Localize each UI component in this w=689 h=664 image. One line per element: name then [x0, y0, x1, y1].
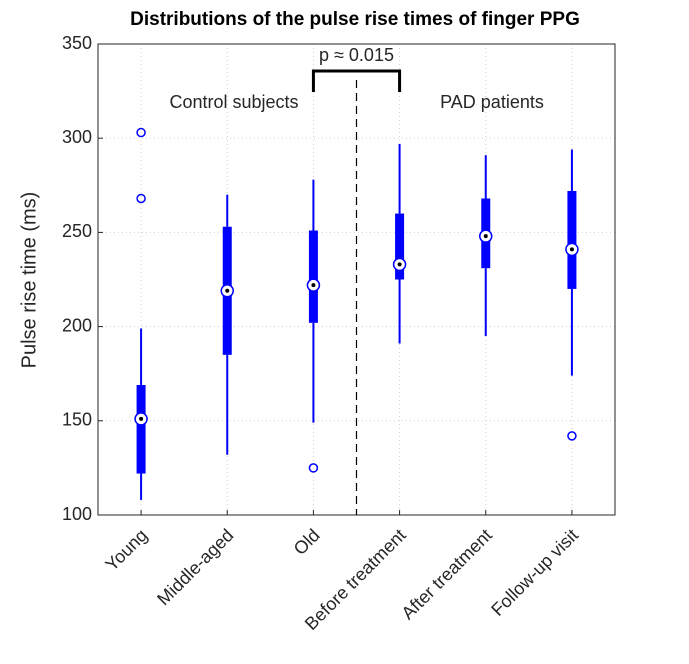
box [136, 385, 146, 474]
p-value: p ≈ 0.015 [319, 45, 394, 65]
y-tick-label: 350 [62, 33, 92, 53]
median-dot [225, 288, 230, 293]
y-tick-label: 100 [62, 504, 92, 524]
median-dot [311, 283, 316, 288]
group-label: PAD patients [440, 92, 544, 112]
outlier [136, 193, 146, 204]
significance-bracket [311, 69, 402, 92]
y-tick-label: 300 [62, 127, 92, 147]
box [567, 190, 577, 289]
median-dot [483, 234, 488, 239]
box [308, 230, 318, 323]
y-tick-label: 150 [62, 410, 92, 430]
median-dot [397, 262, 402, 267]
y-tick-label: 200 [62, 315, 92, 335]
outlier [136, 127, 146, 138]
outlier [567, 431, 577, 441]
group-label: Control subjects [169, 92, 298, 112]
box [395, 213, 405, 280]
chart-title: Distributions of the pulse rise times of… [130, 9, 580, 30]
y-axis-label: Pulse rise time (ms) [18, 192, 40, 369]
outlier [308, 463, 319, 473]
y-tick-label: 250 [62, 221, 92, 241]
median-dot [569, 247, 574, 252]
median-dot [139, 416, 144, 421]
